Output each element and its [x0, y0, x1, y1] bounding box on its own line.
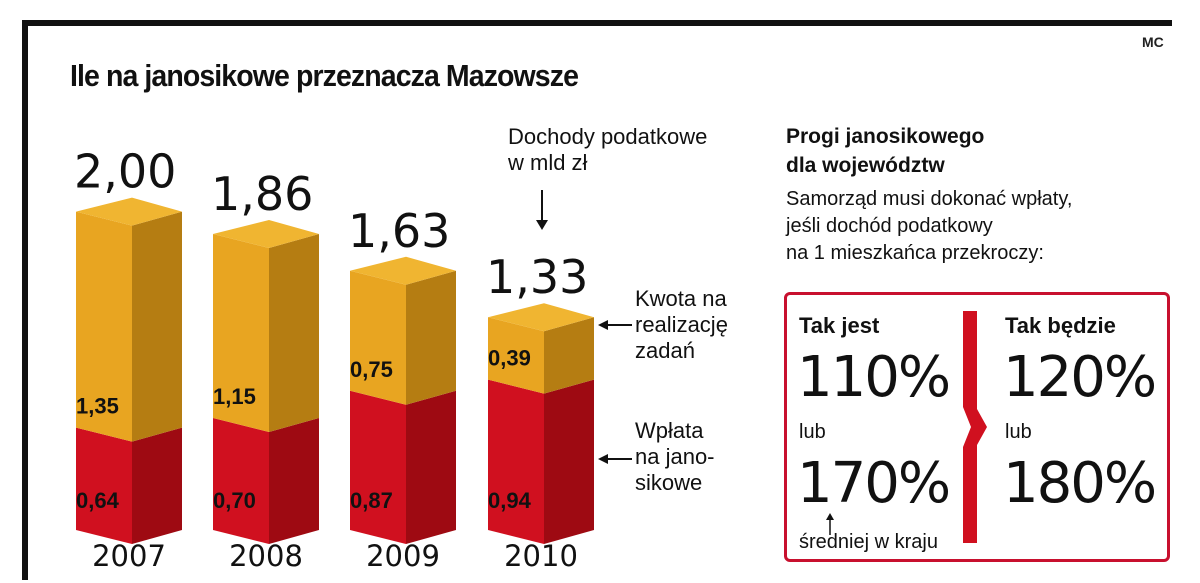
bar-2008-red-side	[269, 418, 319, 544]
bar-2008-red-front	[213, 418, 269, 544]
bar-2007-gold-front	[76, 211, 132, 442]
gold-value-label-2007: 1,35	[76, 394, 119, 419]
top-note-line3: zadań	[635, 338, 695, 363]
current-threshold-2: 170%	[797, 451, 951, 516]
year-label-2008: 2008	[229, 539, 303, 573]
bar-2009-gold-front	[350, 270, 406, 405]
panel-text-line2: jeśli dochód podatkowy	[786, 215, 993, 237]
footnote-arrow	[826, 513, 834, 535]
current-threshold-1: 110%	[797, 345, 951, 410]
chart-title: Ile na janosikowe przeznacza Mazowsze	[70, 58, 579, 93]
red-value-label-2008: 0,70	[213, 488, 256, 513]
gold-value-label-2009: 0,75	[350, 357, 393, 382]
bottom-note-line2: na jano-	[635, 444, 715, 469]
current-label: Tak jest	[799, 313, 880, 338]
future-threshold-1: 120%	[1003, 345, 1157, 410]
total-note: Dochody podatkowe w mld zł	[508, 124, 707, 176]
thresholds-box: Tak jest 110% lub 170% średniej w kraju …	[784, 292, 1170, 562]
bar-2008-gold-front	[213, 234, 269, 432]
top-note-arrow	[598, 320, 632, 330]
future-threshold-2: 180%	[1003, 451, 1157, 516]
transition-arrow-divider	[963, 311, 987, 543]
total-note-line1: Dochody podatkowe	[508, 124, 708, 149]
year-label-2010: 2010	[504, 539, 578, 573]
bar-2010-red-front	[488, 379, 544, 544]
panel-text-line3: na 1 mieszkańca przekroczy:	[786, 242, 1044, 264]
bar-2010-gold-front	[488, 317, 544, 394]
total-label-2010: 1,33	[486, 250, 588, 304]
red-value-label-2007: 0,64	[76, 488, 120, 513]
bar-2007-top	[76, 197, 182, 226]
top-segment-note: Kwota na realizację zadań	[635, 286, 728, 364]
top-note-line2: realizację	[635, 312, 728, 337]
red-value-label-2010: 0,94	[488, 488, 532, 513]
red-value-label-2009: 0,87	[350, 488, 393, 513]
bottom-note-line3: sikowe	[635, 470, 703, 495]
total-note-arrow	[536, 190, 548, 230]
author-credit: MC	[1142, 34, 1164, 50]
panel-title-line2: dla województw	[786, 154, 945, 177]
bar-2008-top	[213, 220, 319, 248]
footnote-text: średniej w kraju	[799, 531, 938, 553]
bar-2007-red-side	[132, 427, 182, 544]
panel-title-line1: Progi janosikowego	[786, 125, 985, 148]
bar-2008-gold-side	[269, 234, 319, 432]
bar-2010-red-side	[544, 379, 594, 544]
bar-2009-red-front	[350, 390, 406, 544]
current-or: lub	[799, 421, 826, 443]
stacked-bar-chart: 2,00 1,35 0,64 2007 1,86 1,15 0,70 2008 1,63 0,75…	[74, 145, 594, 573]
bar-2010-top	[488, 303, 594, 332]
panel-text-line1: Samorząd musi dokonać wpłaty,	[786, 188, 1073, 210]
top-note-line1: Kwota na	[635, 286, 727, 311]
bar-2010-gold-side	[544, 317, 594, 394]
panel-description: Samorząd musi dokonać wpłaty, jeśli doch…	[786, 186, 1072, 267]
bar-2007-red-front	[76, 427, 132, 544]
future-or: lub	[1005, 421, 1032, 443]
year-label-2007: 2007	[92, 539, 166, 573]
bottom-note-line1: Wpłata	[635, 418, 704, 443]
total-note-line2: w mld zł	[508, 150, 588, 175]
bottom-note-arrow	[598, 454, 632, 464]
total-label-2007: 2,00	[74, 145, 176, 199]
bar-2009-red-side	[406, 390, 456, 544]
bar-2009-top	[350, 256, 456, 285]
bar-2007-gold-side	[132, 211, 182, 442]
frame-left-rule	[22, 20, 28, 580]
bottom-segment-note: Wpłata na jano- sikowe	[635, 418, 715, 496]
bar-2009-gold-side	[406, 270, 456, 405]
future-label: Tak będzie	[1005, 313, 1116, 338]
frame-top-rule	[22, 20, 1172, 26]
panel-title: Progi janosikowego dla województw	[786, 122, 984, 180]
year-label-2009: 2009	[366, 539, 440, 573]
gold-value-label-2010: 0,39	[488, 346, 531, 371]
total-label-2009: 1,63	[348, 204, 450, 258]
total-label-2008: 1,86	[211, 167, 313, 221]
gold-value-label-2008: 1,15	[213, 384, 256, 409]
